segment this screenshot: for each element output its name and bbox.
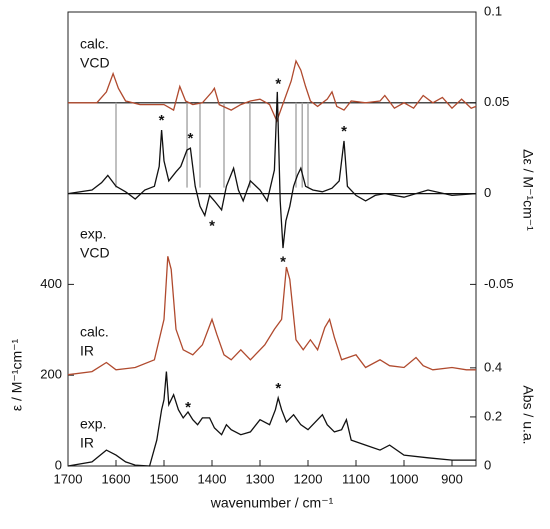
peak-marker: * — [185, 399, 191, 416]
x-tick-label: 1700 — [54, 471, 83, 486]
x-tick-label: 1500 — [150, 471, 179, 486]
x-tick-label: 900 — [441, 471, 463, 486]
y-axis-label: ε / M⁻¹cm⁻¹ — [9, 338, 25, 411]
x-tick-label: 1000 — [390, 471, 419, 486]
y2-tick-label: -0.05 — [484, 276, 514, 291]
x-tick-label: 1200 — [294, 471, 323, 486]
peak-marker: * — [159, 112, 165, 129]
peak-marker: * — [209, 217, 215, 234]
y2-tick-label: 0.4 — [484, 359, 502, 374]
y2-tick-label: 0 — [484, 457, 491, 472]
peak-marker: * — [341, 123, 347, 140]
y2-tick-label: 0.2 — [484, 408, 502, 423]
spectrum-label: exp. — [80, 226, 106, 242]
spectrum-label: VCD — [80, 55, 110, 71]
peak-marker: * — [275, 380, 281, 397]
y2-tick-label: 0.05 — [484, 94, 509, 109]
plot-frame — [67, 11, 477, 467]
spectrum-label: VCD — [80, 245, 110, 261]
peak-marker: * — [187, 130, 193, 147]
spectrum-line — [67, 91, 477, 249]
y-tick-label: 0 — [55, 457, 62, 472]
y-tick-label: 400 — [40, 276, 62, 291]
x-axis-label: wavenumber / cm⁻¹ — [210, 495, 334, 511]
y-tick-label: 200 — [40, 367, 62, 382]
spectrum-label: calc. — [80, 324, 109, 340]
spectrum-label: calc. — [80, 36, 109, 52]
x-tick-label: 1400 — [198, 471, 227, 486]
spectrum-label: exp. — [80, 416, 106, 432]
y2-tick-label: 0 — [484, 185, 491, 200]
x-tick-label: 1100 — [342, 471, 370, 486]
peak-marker: * — [280, 254, 286, 271]
spectrum-line — [68, 59, 477, 123]
x-tick-label: 1600 — [102, 471, 131, 486]
spectrum-label: IR — [80, 435, 94, 451]
y2-axis-label: Δε / M⁻¹cm⁻¹ — [520, 149, 536, 231]
spectrum-line — [67, 371, 476, 467]
y2-tick-label: 0.1 — [484, 3, 502, 18]
peak-marker: * — [275, 76, 281, 93]
x-tick-label: 1300 — [246, 471, 275, 486]
spectrum-label: IR — [80, 343, 94, 359]
y2-axis-label: Abs / u.a. — [520, 385, 536, 444]
spectrum-line — [67, 256, 476, 376]
